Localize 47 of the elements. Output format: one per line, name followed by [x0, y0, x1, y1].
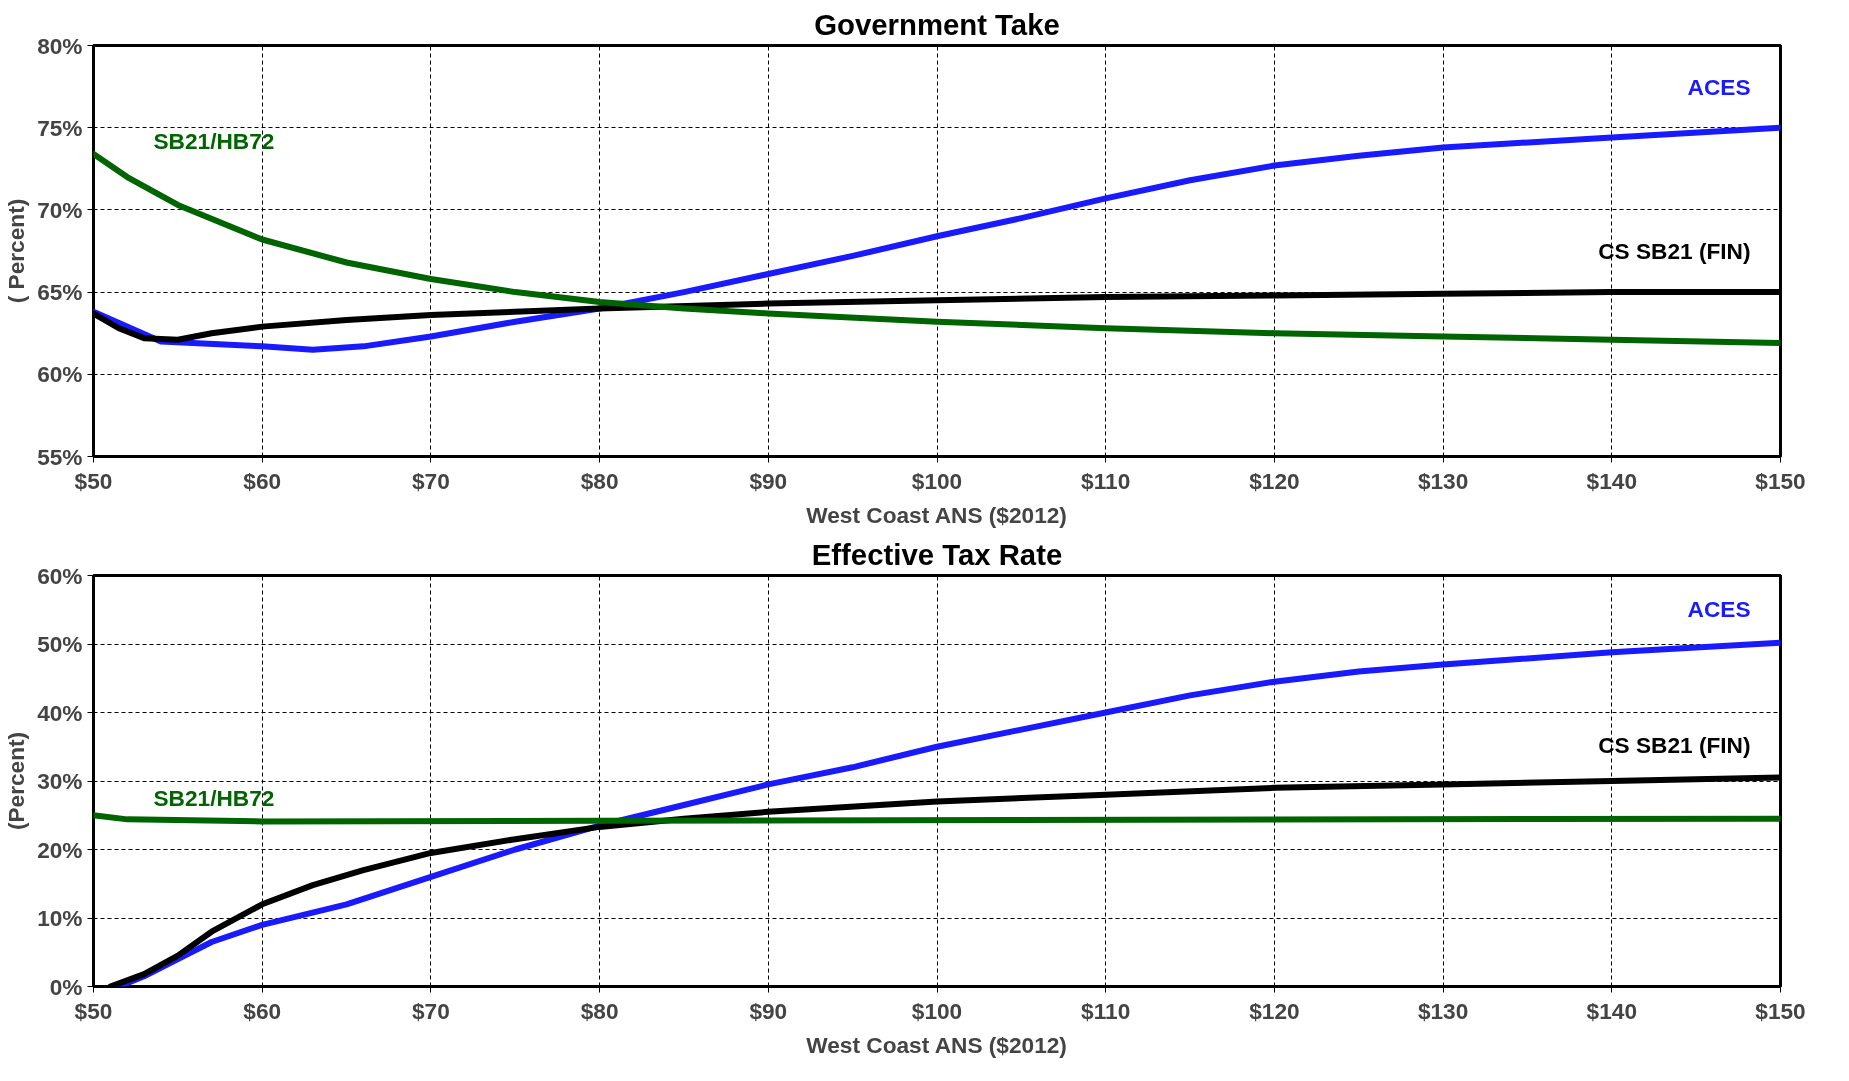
y-tick-label: 75% [37, 114, 83, 141]
x-tick-label: $50 [74, 997, 113, 1024]
x-tick-label: $60 [243, 997, 282, 1024]
x-tick-label: $130 [1417, 997, 1469, 1024]
y-tick-label: 55% [37, 443, 83, 470]
x-axis-title: West Coast ANS ($2012) [806, 501, 1067, 528]
x-tick-label: $110 [1081, 997, 1131, 1024]
y-tick-label: 20% [37, 836, 83, 863]
y-axis-title: (Percent) [3, 731, 30, 831]
y-axis-title: ( Percent) [3, 198, 30, 304]
y-tick-label: 60% [37, 361, 83, 388]
x-tick-label: $90 [749, 997, 788, 1024]
x-tick-label: $70 [412, 997, 450, 1024]
y-tick-label: 65% [37, 279, 83, 306]
y-tick-label: 60% [37, 562, 83, 589]
x-axis-title: West Coast ANS ($2012) [806, 1031, 1067, 1058]
x-tick-label: $60 [243, 467, 282, 494]
y-tick-label: 30% [37, 768, 83, 794]
x-tick-label: $140 [1586, 997, 1638, 1024]
series-label: ACES [1687, 73, 1751, 100]
x-tick-label: $50 [74, 467, 113, 494]
x-tick-label: $140 [1586, 467, 1638, 494]
series-label: SB21/HB72 [153, 785, 275, 812]
series-label: ACES [1687, 596, 1751, 623]
x-tick-label: $150 [1755, 997, 1806, 1024]
x-tick-label: $100 [911, 997, 963, 1024]
x-tick-label: $120 [1249, 467, 1300, 494]
chart-title: Effective Tax Rate [811, 537, 1063, 571]
chart-title: Government Take [814, 7, 1060, 41]
y-tick-label: 40% [37, 699, 83, 726]
x-tick-label: $150 [1755, 467, 1806, 494]
x-tick-label: $80 [580, 997, 619, 1024]
y-tick-label: 80% [37, 32, 83, 59]
x-tick-label: $80 [580, 467, 619, 494]
x-tick-label: $90 [749, 467, 788, 494]
series-label: SB21/HB72 [153, 127, 275, 154]
x-tick-label: $100 [911, 467, 963, 494]
y-tick-label: 50% [37, 631, 83, 657]
x-tick-label: $130 [1417, 467, 1469, 494]
series-label: CS SB21 (FIN) [1598, 238, 1751, 264]
y-tick-label: 0% [49, 973, 83, 1000]
series-label: CS SB21 (FIN) [1598, 732, 1751, 759]
x-tick-label: $120 [1249, 997, 1300, 1024]
x-tick-label: $110 [1081, 467, 1131, 494]
y-tick-label: 70% [37, 196, 83, 223]
x-tick-label: $70 [412, 467, 450, 494]
y-tick-label: 10% [37, 905, 83, 931]
